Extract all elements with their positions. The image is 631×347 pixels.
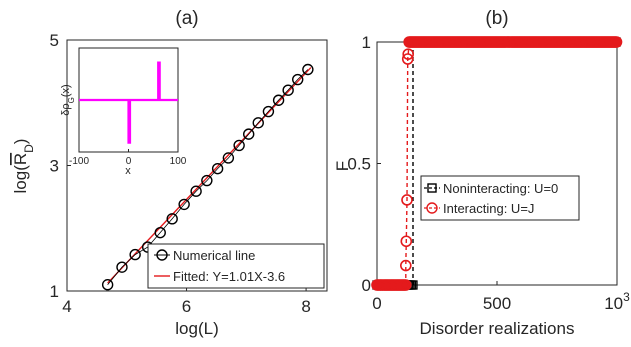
inset-xlabel: x (125, 165, 131, 177)
panel-a-point-18 (302, 63, 314, 76)
inset-xtick-label-0: -100 (69, 156, 89, 167)
panel-a-xtick-label-0: 4 (62, 297, 71, 316)
panel-b-legend: Noninteracting: U=0 Interacting: U=J (420, 175, 580, 221)
panel-b-ylabel: F (333, 161, 352, 171)
inset-ylabel: δρG(x) (60, 84, 76, 115)
legend-a-text-1: Fitted: Y=1.01X-3.6 (173, 269, 285, 284)
panel-a-point-9 (211, 162, 224, 175)
inset-signal-line (79, 61, 178, 144)
panel-b-red-marker-transition-1 (400, 235, 413, 248)
panel-a-point-2 (129, 248, 141, 261)
panel-a-point-1 (116, 261, 128, 273)
panel-b-ytick-label-2: 1 (362, 33, 371, 52)
panel-a-ylabel-main: log( (11, 165, 30, 194)
inset-ylabel-end: (x) (60, 84, 72, 97)
panel-a-point-11 (233, 139, 245, 152)
panel-b-ytick-label-0: 0 (362, 276, 371, 295)
panel-a-ylabel-letter: R (11, 153, 30, 165)
panel-a-ytick-label-1: 3 (50, 157, 59, 176)
panel-a-point-14 (262, 105, 275, 118)
panel-a-point-8 (201, 174, 213, 187)
panel-a-point-0 (101, 279, 114, 291)
legend-b-marker-1 (426, 202, 438, 214)
inset-ylabel-main: δρ (60, 103, 72, 115)
legend-a-marker-0 (156, 249, 168, 261)
panel-b-red-marker-transition-2 (401, 194, 413, 206)
panel-a-xtick-label-2: 8 (301, 297, 310, 316)
panel-a-ytick-label-2: 5 (50, 31, 59, 50)
panel-b-xlabel: Disorder realizations (420, 319, 575, 338)
panel-a-label: (a) (175, 8, 198, 29)
panel-a-ticks: 4 6 8 1 3 5 (50, 31, 311, 316)
panel-a: (a) 4 6 8 1 3 5 log(L) log(RD) -100 0 100 x δρG… (11, 8, 328, 338)
panel-a-fit-line-group (107, 67, 312, 284)
panel-b-ytick-label-1: 0.5 (347, 155, 371, 174)
panel-b-legend-box (420, 175, 580, 221)
panel-a-xtick-label-1: 6 (182, 297, 191, 316)
legend-a-text-0: Numerical line (173, 248, 255, 263)
panel-b-plot-area (376, 41, 618, 286)
inset-ylabel-sub: G (67, 97, 76, 103)
panel-b-xtick-label-1: 500 (483, 294, 511, 313)
panel-b-label: (b) (485, 8, 508, 29)
panel-a-ylabel-sub: D (22, 144, 36, 153)
panel-a-legend: Numerical line Fitted: Y=1.01X-3.6 (147, 243, 325, 289)
panel-b-red-marker-transition-3 (401, 53, 414, 65)
panel-a-fit-line (107, 67, 312, 284)
panel-a-point-4 (154, 226, 166, 239)
panel-b: (b) 0 500 103 0 0.5 1 Disorder realizations F… (333, 8, 630, 338)
panel-a-legend-box (147, 243, 325, 289)
legend-b-marker-0 (427, 183, 437, 193)
panel-b-xtick-superscript: 3 (623, 290, 630, 304)
inset-xtick-label-1: 0 (126, 156, 132, 167)
legend-b-text-1: Interacting: U=J (443, 201, 534, 216)
panel-a-point-10 (222, 152, 235, 164)
panel-b-interacting-series (371, 36, 623, 291)
panel-a-point-13 (252, 117, 264, 129)
panel-a-point-7 (190, 185, 202, 197)
panel-a-point-12 (243, 128, 255, 140)
panel-a-point-17 (292, 73, 304, 86)
inset-xtick-label-2: 100 (170, 156, 187, 167)
panel-a-point-16 (282, 84, 294, 96)
panel-b-red-marker-transition-0 (399, 259, 412, 272)
panel-b-red-marker-low (399, 279, 412, 291)
inset-content: -100 0 100 (69, 61, 187, 167)
panel-b-red-dashed-line (405, 41, 410, 285)
panel-a-xlabel: log(L) (175, 319, 218, 338)
panel-a-point-15 (272, 94, 285, 106)
panel-b-xtick-label-0: 0 (372, 294, 381, 313)
panel-a-ylabel-end: ) (11, 139, 30, 145)
panel-a-point-5 (166, 213, 178, 225)
panel-a-ylabel: log(RD) (11, 139, 36, 194)
panel-b-xtick-label-2: 103 (604, 290, 630, 313)
panel-b-red-marker-transition-4 (402, 48, 415, 60)
panel-a-inset: -100 0 100 x δρG(x) (60, 47, 187, 177)
legend-b-text-0: Noninteracting: U=0 (443, 181, 558, 196)
panel-a-ytick-label-0: 1 (50, 282, 59, 301)
panel-a-point-6 (178, 198, 190, 211)
panel-b-red-marker-high (610, 36, 623, 48)
